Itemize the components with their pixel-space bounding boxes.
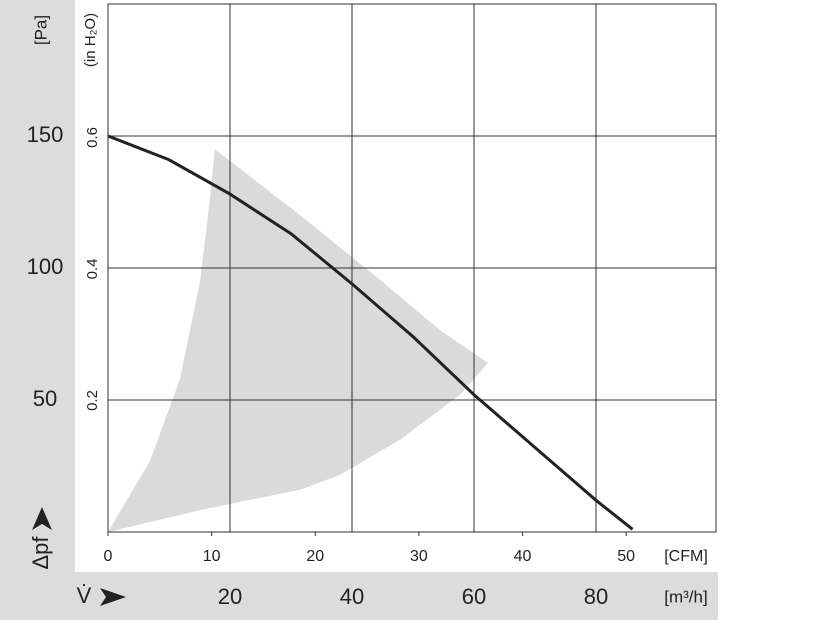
x2-tick-label: 30 — [410, 548, 428, 565]
x2-tick-label: 40 — [514, 548, 532, 565]
x-axis-label: [m³/h] — [664, 587, 707, 606]
y2-tick-label: 0.6 — [84, 127, 101, 148]
x-symbol: V̇ — [77, 583, 92, 608]
x-tick-label: 40 — [340, 584, 364, 609]
y2-tick-label: 0.4 — [84, 259, 101, 280]
y-arrow — [32, 507, 52, 530]
plot-frame — [107, 3, 717, 533]
y2-axis-label: (in H₂O) — [82, 13, 99, 67]
x2-tick-label: 20 — [306, 548, 324, 565]
x-tick-label: 20 — [218, 584, 242, 609]
x2-tick-label: 50 — [617, 548, 635, 565]
x2-axis-label: [CFM] — [664, 548, 708, 565]
operating-region — [108, 149, 489, 532]
x2-tick-label: 0 — [104, 548, 113, 565]
bottom-band — [75, 572, 718, 620]
y-axis-label: [Pa] — [31, 15, 50, 45]
y-tick-label: 50 — [33, 386, 57, 411]
y-tick-label: 150 — [27, 122, 64, 147]
x-arrow — [100, 588, 126, 606]
x2-tick-label: 10 — [203, 548, 221, 565]
x-tick-label: 60 — [462, 584, 486, 609]
x-tick-label: 80 — [584, 584, 608, 609]
plot-area — [107, 4, 716, 532]
y2-tick-label: 0.2 — [84, 390, 101, 411]
fan-curve — [107, 134, 634, 531]
y-tick-label: 100 — [27, 254, 64, 279]
left-band — [0, 0, 75, 620]
y-symbol: Δpf — [28, 536, 53, 570]
